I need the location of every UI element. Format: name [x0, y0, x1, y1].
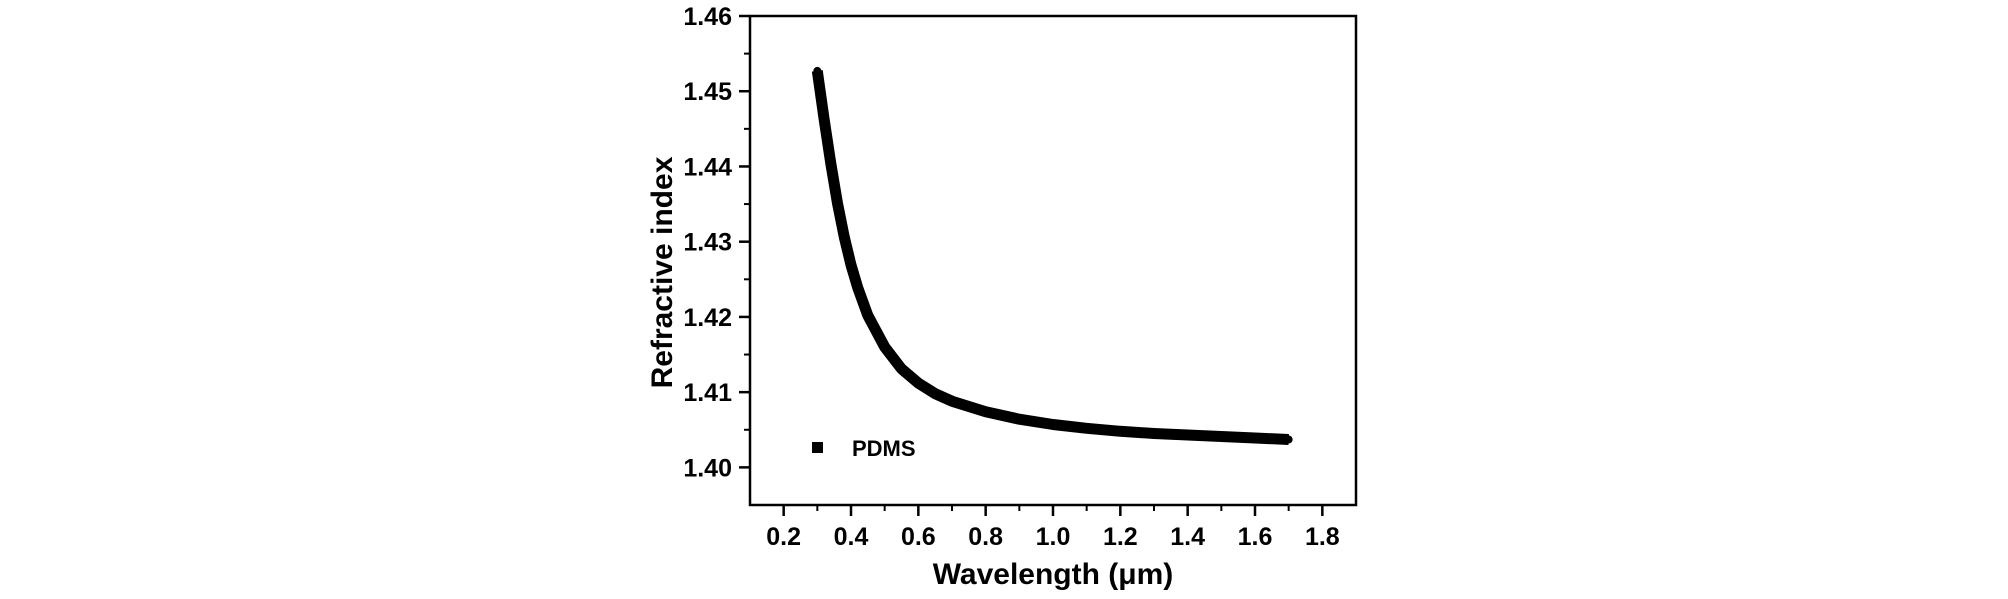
- data-point: [1082, 424, 1091, 433]
- y-tick-label: 1.45: [683, 78, 732, 106]
- y-tick-label: 1.46: [683, 3, 732, 31]
- legend-marker-square: [812, 442, 823, 453]
- data-point: [1015, 415, 1024, 424]
- data-point: [826, 159, 835, 168]
- data-point: [840, 233, 849, 242]
- data-point: [1049, 420, 1057, 429]
- x-tick-label: 0.4: [834, 523, 869, 551]
- data-point: [914, 379, 923, 388]
- x-tick-label: 1.8: [1305, 523, 1340, 551]
- y-tick-label: 1.40: [683, 454, 732, 482]
- data-point: [897, 364, 906, 373]
- legend-label: PDMS: [852, 436, 916, 461]
- data-point: [1284, 435, 1293, 444]
- data-point: [1251, 434, 1259, 443]
- data-point: [880, 343, 889, 352]
- data-point: [863, 311, 872, 320]
- data-point: [853, 283, 862, 292]
- y-axis-title: Refractive index: [646, 156, 679, 388]
- x-tick-label: 1.4: [1170, 523, 1205, 551]
- x-tick-label: 0.8: [968, 523, 1003, 551]
- data-point: [1217, 432, 1226, 441]
- data-point: [813, 66, 822, 75]
- data-point: [931, 389, 940, 398]
- y-tick-label: 1.43: [683, 229, 732, 257]
- data-point: [948, 397, 956, 406]
- plot-frame: [748, 14, 1358, 507]
- y-tick-label: 1.44: [683, 153, 732, 181]
- plot-area: [811, 66, 1293, 445]
- data-point: [1150, 429, 1158, 438]
- y-tick-label: 1.42: [683, 304, 732, 332]
- x-tick-label: 0.6: [901, 523, 936, 551]
- data-point: [1116, 427, 1125, 436]
- series-line-0: [811, 70, 1289, 445]
- legend: PDMS: [812, 436, 916, 461]
- data-point: [833, 199, 842, 208]
- x-tick-label: 1.6: [1238, 523, 1273, 551]
- data-point: [847, 261, 855, 270]
- axes: 0.2 0.4 0.6 0.8 1.0 1.2 1.4 1.6 1.8 1.40 1.41 1.42 1…: [683, 3, 1358, 551]
- x-tick-label: 1.2: [1103, 523, 1138, 551]
- data-point: [820, 115, 829, 124]
- data-point: [1183, 431, 1192, 440]
- x-tick-label: 0.2: [766, 523, 801, 551]
- x-axis-title: Wavelength (μm): [933, 558, 1174, 591]
- data-point: [981, 407, 990, 416]
- x-tick-label: 1.0: [1036, 523, 1071, 551]
- y-tick-label: 1.41: [683, 379, 732, 407]
